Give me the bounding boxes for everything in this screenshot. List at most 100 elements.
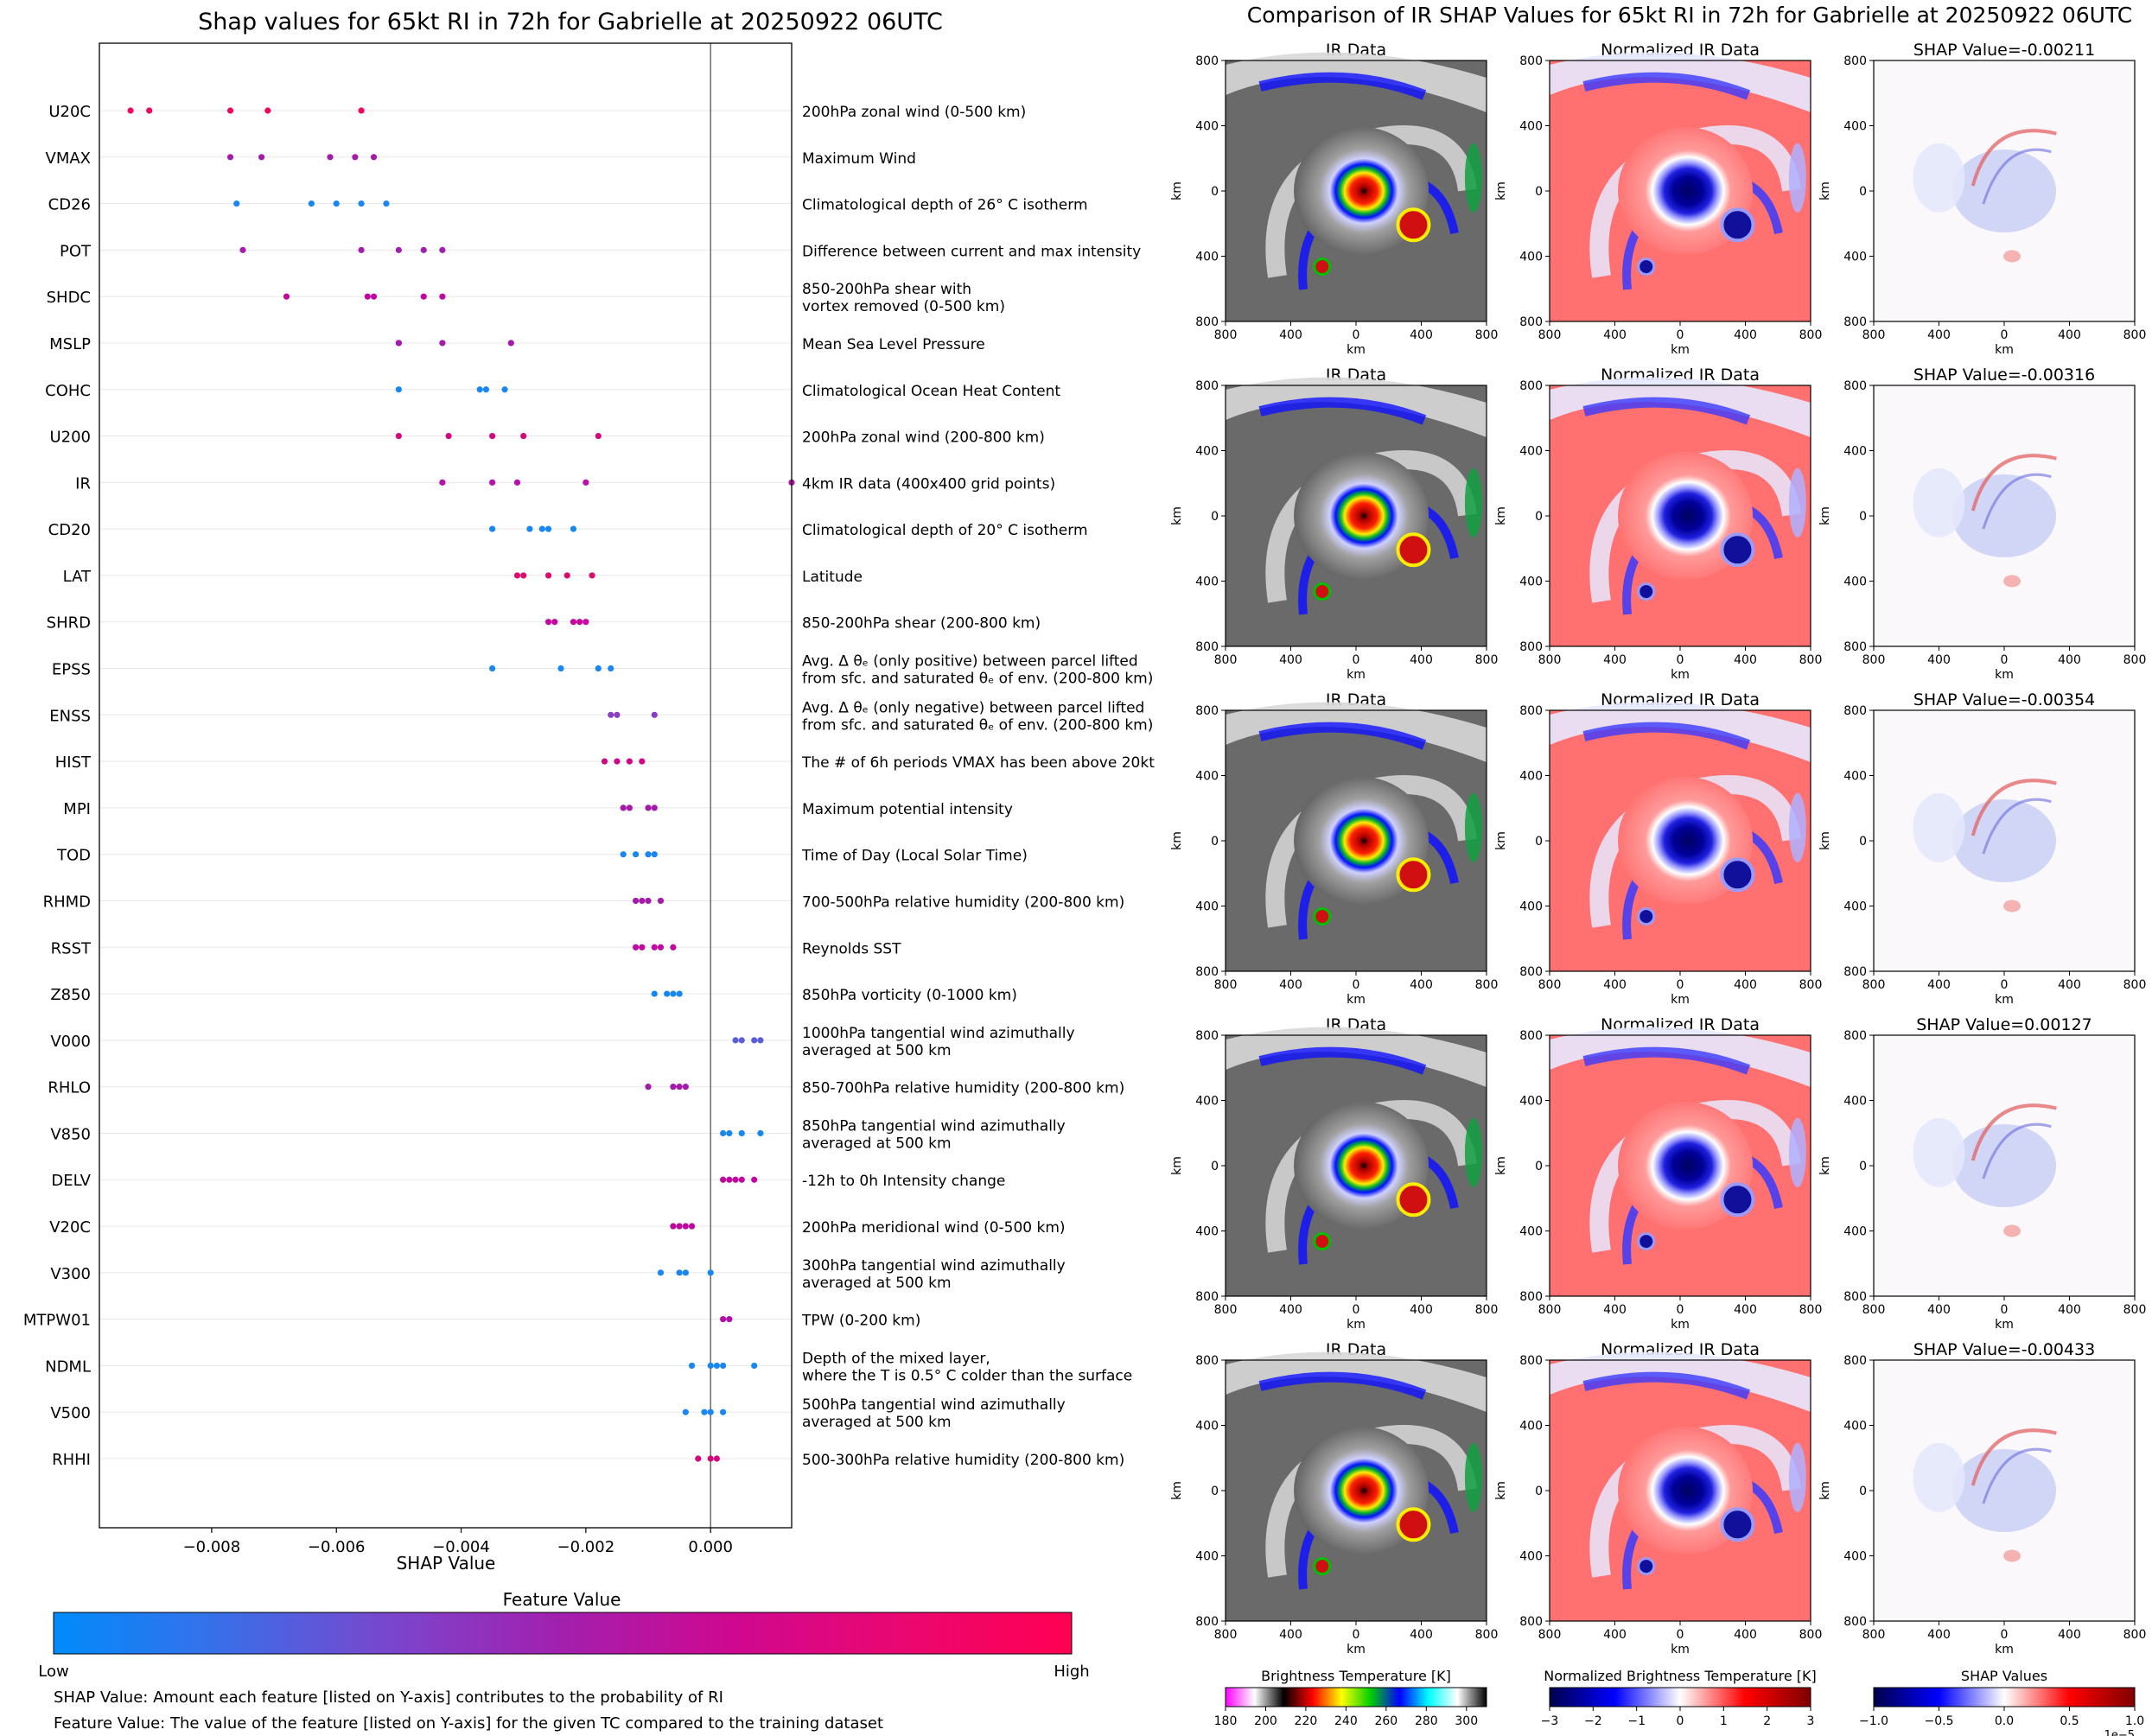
x-tick-label: −0.002 (557, 1538, 615, 1556)
map-x-tick-label: 400 (1410, 978, 1433, 992)
legend-colorbar (53, 1612, 1073, 1655)
map-x-tick-label: 400 (1279, 1628, 1302, 1642)
map-x-tick-label: 400 (1603, 328, 1627, 342)
map-x-tick-label: 0 (1353, 653, 1360, 667)
map-y-tick-label: 800 (1843, 1615, 1867, 1629)
colorbar-tick-label: 0 (1677, 1714, 1684, 1728)
shap-negative-streak (1982, 1122, 2052, 1180)
shap-point (695, 1455, 702, 1462)
shap-point (476, 386, 483, 393)
map-x-tick-label: 800 (1214, 1628, 1238, 1642)
map-y-tick-label: 400 (1195, 1420, 1219, 1434)
colorbar-tick-label: −3 (1541, 1714, 1559, 1728)
feature-description-label: averaged at 500 km (802, 1135, 952, 1152)
shap-point (513, 479, 521, 486)
shap-point (333, 200, 340, 207)
shap-negative-region (1913, 792, 1965, 862)
map-x-tick-label: 800 (1862, 1303, 1886, 1317)
shap-point (751, 1362, 758, 1370)
map-y-tick-label: 0 (1535, 1485, 1543, 1498)
feature-code-label: RHHI (52, 1451, 91, 1469)
shap-point (595, 432, 602, 440)
map-y-tick-label: 0 (1211, 185, 1219, 199)
shap-point (651, 804, 658, 811)
feature-description-label: -12h to 0h Intensity change (802, 1173, 1005, 1190)
map-x-tick-label: 800 (2123, 653, 2147, 667)
shap-point (489, 665, 496, 672)
comparison-title: Comparison of IR SHAP Values for 65kt RI… (1247, 3, 2133, 28)
map-y-axis-label: km (1818, 831, 1832, 850)
shap-point (720, 1129, 727, 1137)
map-y-tick-label: 400 (1195, 1095, 1219, 1109)
shap-point (507, 340, 514, 347)
shap-positive-region (2003, 1224, 2021, 1237)
map-y-axis-label: km (1170, 1481, 1184, 1500)
feature-description-label: Avg. Δ θₑ (only negative) between parcel… (802, 699, 1144, 716)
map-x-axis-label: km (1671, 668, 1690, 682)
map-y-tick-label: 800 (1843, 315, 1867, 329)
feature-code-label: ENSS (49, 707, 91, 725)
map-y-tick-label: 400 (1843, 120, 1867, 134)
shap-point (327, 154, 334, 161)
shap-point (751, 1176, 758, 1183)
shap-point (620, 804, 627, 811)
map-y-axis-label: km (1494, 181, 1508, 200)
feature-description-label: Latitude (802, 569, 863, 586)
shap-point (670, 1223, 677, 1230)
shap-point (258, 154, 265, 161)
panel-title-shap: SHAP Value=0.00127 (1916, 1015, 2092, 1034)
cloud-patch (1464, 143, 1482, 213)
shap-point (707, 1269, 714, 1276)
map-y-tick-label: 800 (1843, 704, 1867, 718)
shap-point (146, 107, 153, 114)
shap-point (264, 107, 271, 114)
convective-cell (1313, 1232, 1332, 1251)
map-x-tick-label: 800 (1799, 328, 1823, 342)
shap-point (358, 200, 365, 207)
map-x-tick-label: 400 (1603, 1303, 1627, 1317)
feature-code-label: RSST (51, 939, 92, 957)
map-y-tick-label: 800 (1843, 1354, 1867, 1368)
convective-cell (1313, 907, 1332, 926)
shap-point (608, 711, 614, 718)
feature-description-label: Avg. Δ θₑ (only positive) between parcel… (802, 653, 1138, 671)
shap-negative-region (1952, 474, 2056, 557)
colorbar-tick-label: 260 (1374, 1714, 1398, 1728)
shap-point (645, 1084, 652, 1091)
feature-description-label: 850-200hPa shear with (802, 281, 971, 298)
shap-point (676, 1269, 683, 1276)
feature-code-label: CD20 (48, 521, 91, 539)
map-y-tick-label: 800 (1519, 640, 1543, 654)
map-y-tick-label: 800 (1843, 965, 1867, 979)
shap-point (308, 200, 315, 207)
cloud-band (1226, 52, 1487, 112)
feature-description-label: Mean Sea Level Pressure (802, 336, 985, 353)
feature-description-label: 500-300hPa relative humidity (200-800 km… (802, 1452, 1124, 1469)
map-x-axis-label: km (1995, 668, 2014, 682)
feature-code-label: MPI (63, 800, 91, 818)
feature-description-label: 700-500hPa relative humidity (200-800 km… (802, 893, 1124, 911)
map-x-tick-label: 800 (2123, 1628, 2147, 1642)
cloud-patch (1788, 1442, 1806, 1512)
map-x-tick-label: 800 (1538, 1303, 1562, 1317)
colorbar-offset-label: 1e−5 (2104, 1729, 2135, 1736)
map-y-tick-label: 400 (1195, 251, 1219, 264)
convective-cell (1396, 207, 1431, 243)
colorbar-tick-label: 1 (1720, 1714, 1728, 1728)
map-x-tick-label: 800 (2123, 328, 2147, 342)
map-y-tick-label: 400 (1843, 251, 1867, 264)
feature-code-label: V20C (49, 1218, 91, 1237)
shap-point (676, 990, 683, 997)
shap-negative-region (1913, 143, 1965, 213)
feature-code-label: RHLO (48, 1079, 91, 1097)
map-y-tick-label: 0 (1859, 185, 1867, 199)
map-y-tick-label: 400 (1843, 575, 1867, 589)
note-shap-value: SHAP Value: Amount each feature [listed … (54, 1688, 723, 1707)
colorbar-tick-label: −0.5 (1925, 1714, 1954, 1728)
storm-core (1618, 1427, 1754, 1555)
shap-point (726, 1129, 733, 1137)
map-y-axis-label: km (1170, 1156, 1184, 1175)
convective-cell (1396, 532, 1431, 568)
shap-point (544, 525, 552, 532)
colorbar-tick-label: 220 (1295, 1714, 1318, 1728)
